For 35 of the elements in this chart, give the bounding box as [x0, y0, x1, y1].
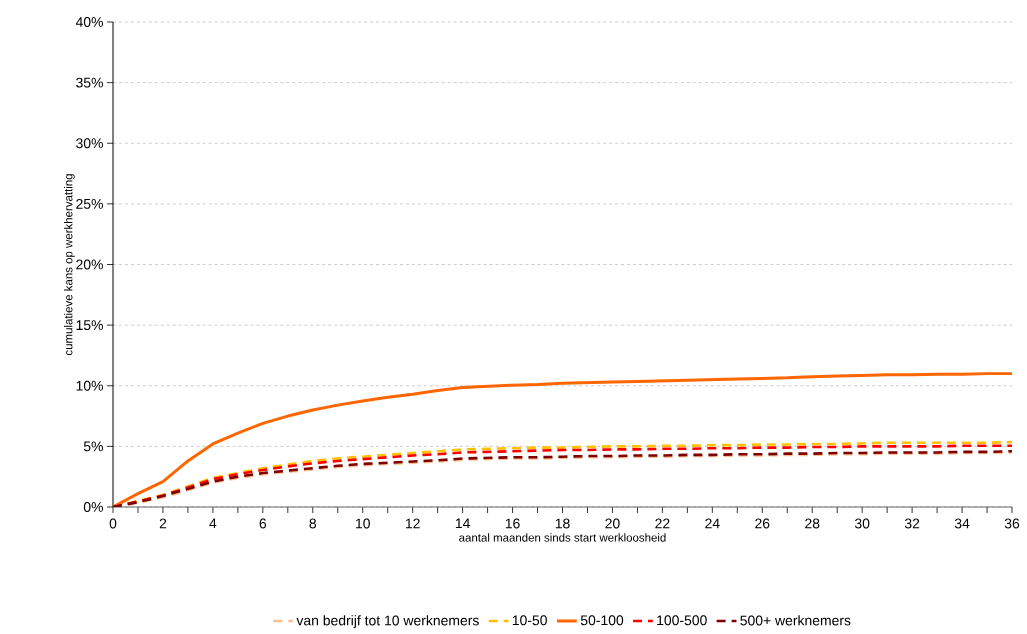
- x-tick-label: 2: [159, 518, 167, 529]
- x-tick-label: 6: [259, 518, 267, 529]
- x-tick-label: 8: [309, 518, 317, 529]
- x-tick-label: 28: [805, 518, 820, 529]
- legend-label: van bedrijf tot 10 werknemers: [296, 615, 479, 629]
- y-tick-label: 30%: [76, 138, 103, 149]
- x-tick-label: 0: [109, 518, 117, 529]
- x-tick-label: 22: [655, 518, 670, 529]
- y-axis-title: cumulatieve kans op werkhervatting: [64, 174, 75, 356]
- y-tick-label: 10%: [76, 380, 103, 391]
- x-tick-label: 30: [854, 518, 870, 529]
- legend-label: 50-100: [580, 615, 624, 626]
- x-axis-title: aantal maanden sinds start werkloosheid: [459, 533, 666, 542]
- x-tick-label: 12: [405, 518, 420, 529]
- x-tick-label: 32: [904, 518, 920, 529]
- legend-label: 100-500: [657, 615, 707, 626]
- x-tick-label: 10: [356, 518, 370, 529]
- y-tick-label: 25%: [76, 198, 103, 209]
- legend-label: 10-50: [512, 615, 547, 626]
- legend-label: 500+ werknemers: [740, 615, 851, 626]
- y-tick-label: 40%: [75, 17, 103, 27]
- x-tick-label: 34: [954, 518, 970, 529]
- y-tick-label: 20%: [76, 259, 103, 270]
- y-tick-label: 15%: [76, 320, 103, 331]
- x-tick-label: 24: [705, 518, 720, 529]
- x-tick-label: 26: [755, 518, 770, 529]
- x-tick-label: 14: [455, 518, 470, 529]
- y-tick-label: 0%: [83, 502, 103, 512]
- x-tick-label: 36: [1004, 518, 1020, 529]
- x-tick-label: 4: [209, 518, 217, 529]
- y-tick-label: 35%: [76, 77, 103, 88]
- x-tick-label: 16: [505, 518, 520, 529]
- x-tick-label: 18: [555, 518, 570, 529]
- y-tick-label: 5%: [83, 441, 103, 452]
- x-tick-label: 20: [605, 518, 620, 529]
